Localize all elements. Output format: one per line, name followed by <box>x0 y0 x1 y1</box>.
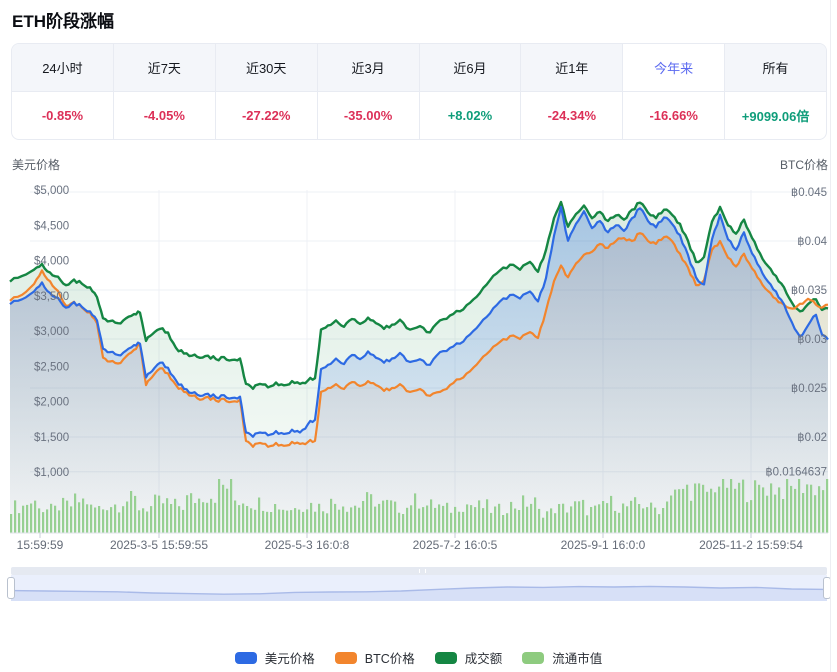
period-column: 近6月 +8.02% <box>418 44 521 139</box>
right-axis-label: ฿0.035 <box>791 285 827 297</box>
x-axis-label: 2025-5-3 16:0:8 <box>265 538 350 552</box>
right-axis-title: BTC价格 <box>779 158 828 172</box>
left-axis-label: $2,000 <box>34 397 69 409</box>
legend-label: 流通市值 <box>552 652 603 666</box>
period-tab-0[interactable]: 24小时 <box>12 44 113 92</box>
period-value: -24.34% <box>547 108 597 123</box>
chart-legend: 美元价格 BTC价格 成交额 流通市值 <box>0 648 837 667</box>
legend-swatch-icon <box>434 651 457 664</box>
period-tab-3[interactable]: 近3月 <box>317 44 419 92</box>
period-tab-7[interactable]: 所有 <box>725 44 826 92</box>
period-tab-6[interactable]: 今年来 <box>623 44 725 92</box>
period-value: +9099.06倍 <box>741 109 810 124</box>
x-axis-label: 15:59:59 <box>17 538 64 552</box>
legend-label: 美元价格 <box>264 652 315 666</box>
period-value: -27.22% <box>241 108 291 123</box>
period-column: 近7天 -4.05% <box>112 44 215 139</box>
period-column: 24小时 -0.85% <box>12 44 113 139</box>
x-axis-label: 2025-7-2 16:0:5 <box>413 538 498 552</box>
left-axis-label: $2,500 <box>34 361 69 373</box>
legend-item-2[interactable]: 成交额 <box>434 648 503 667</box>
period-column: 近30天 -27.22% <box>214 44 317 139</box>
legend-label: BTC价格 <box>364 652 415 666</box>
left-axis-label: $1,500 <box>34 432 69 444</box>
scrollbar-grip-icon <box>419 569 426 573</box>
legend-item-3[interactable]: 流通市值 <box>522 648 602 667</box>
period-column: 近1年 -24.34% <box>520 44 623 139</box>
period-performance-table: 24小时 -0.85% 近7天 -4.05% 近30天 -27.22% 近3月 -35.00%… <box>11 43 827 140</box>
period-tab-1[interactable]: 近7天 <box>113 44 215 92</box>
navigator-left-handle[interactable] <box>7 577 15 599</box>
period-value: -4.05% <box>143 108 185 123</box>
legend-swatch-icon <box>522 651 545 664</box>
navigator-area <box>11 586 827 601</box>
period-value: -35.00% <box>343 108 393 123</box>
navigator-scrollbar[interactable] <box>11 567 827 575</box>
x-axis-label: 2025-3-5 15:59:55 <box>110 538 208 552</box>
left-axis-label: $4,000 <box>34 256 69 268</box>
price-chart[interactable]: $5,000 $4,500 $4,000 $3,500 $3,000 $2,500 $2,0… <box>0 0 837 560</box>
left-axis-label: $3,500 <box>34 291 69 303</box>
volume-bars <box>10 479 829 533</box>
period-column: 所有 +9099.06倍 <box>724 44 826 139</box>
period-column: 今年来 -16.66% <box>622 44 725 139</box>
legend-item-0[interactable]: 美元价格 <box>234 648 315 667</box>
legend-item-1[interactable]: BTC价格 <box>334 648 415 667</box>
series-area <box>10 206 828 533</box>
navigator-track[interactable] <box>10 575 828 601</box>
x-axis-label: 2025-11-2 15:59:54 <box>699 538 803 552</box>
legend-swatch-icon <box>334 651 357 664</box>
period-value: -0.85% <box>41 108 84 123</box>
navigator-minichart <box>10 585 828 601</box>
page-title: ETH阶段涨幅 <box>12 12 114 31</box>
period-tab-2[interactable]: 近30天 <box>215 44 317 92</box>
legend-swatch-icon <box>234 651 257 664</box>
navigator-line <box>10 585 828 595</box>
right-axis-label: ฿0.0164637 <box>765 467 827 479</box>
left-axis-label: $1,000 <box>34 467 69 479</box>
period-value: -16.66% <box>649 108 698 123</box>
volume-line <box>9 200 829 390</box>
period-tab-4[interactable]: 近6月 <box>419 44 521 92</box>
btc-price-line <box>9 232 829 448</box>
page-scrollbar-track[interactable] <box>830 0 831 672</box>
x-axis-label: 2025-9-1 16:0:0 <box>561 538 646 552</box>
period-value: +8.02% <box>447 108 493 123</box>
chart-navigator <box>7 567 831 604</box>
period-column: 近3月 -35.00% <box>316 44 419 139</box>
right-axis-label: ฿0.03 <box>797 334 827 346</box>
right-axis-label: ฿0.04 <box>797 236 827 248</box>
right-axis-label: ฿0.045 <box>791 187 827 199</box>
usd-price-line <box>9 205 829 438</box>
right-axis-label: ฿0.025 <box>791 383 827 395</box>
period-tab-5[interactable]: 近1年 <box>521 44 623 92</box>
left-axis-label: $4,500 <box>34 220 69 232</box>
right-axis-label: ฿0.02 <box>797 432 827 444</box>
left-axis-title: 美元价格 <box>12 158 61 172</box>
left-axis-label: $5,000 <box>34 185 69 197</box>
legend-label: 成交额 <box>464 652 503 666</box>
left-axis-label: $3,000 <box>34 326 69 338</box>
